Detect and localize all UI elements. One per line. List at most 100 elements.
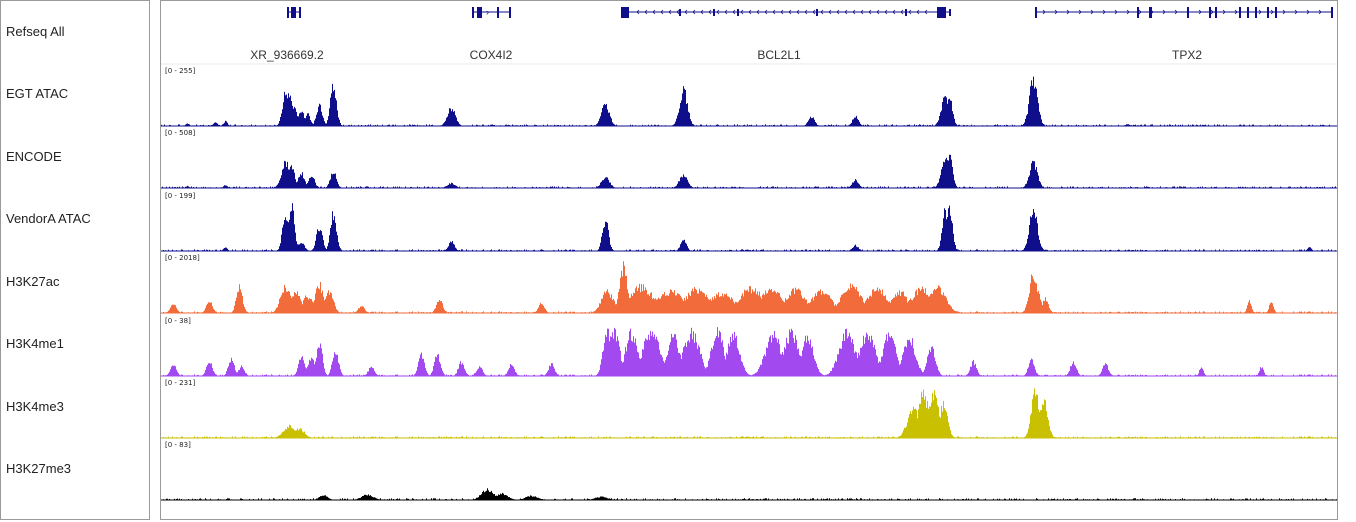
signal-track-encode[interactable]: [0 - 508]: [161, 129, 1337, 189]
track-name-h3k4me3[interactable]: H3K4me3: [6, 399, 64, 414]
strand-arrow: [1234, 9, 1238, 15]
signal-egt-atac: [161, 76, 1337, 126]
strand-arrow: [644, 9, 648, 15]
strand-arrow: [924, 9, 928, 15]
strand-arrow: [1162, 9, 1166, 15]
strand-arrow: [836, 9, 840, 15]
strand-arrow: [860, 9, 864, 15]
strand-arrow: [748, 9, 752, 15]
strand-arrow: [732, 9, 736, 15]
gene-label-cox4i2: COX4I2: [470, 48, 513, 62]
svg-text:›: ›: [486, 7, 489, 17]
track-name-vendora-atac[interactable]: VendorA ATAC: [6, 211, 91, 226]
track-name-panel: Refseq All EGT ATAC ENCODE VendorA ATAC …: [0, 0, 150, 520]
track-name-h3k27me3[interactable]: H3K27me3: [6, 461, 72, 476]
gene-model-cox4i2[interactable]: ›: [472, 7, 511, 18]
strand-arrow: [740, 9, 744, 15]
strand-arrow: [1246, 9, 1250, 15]
signal-vendora-atac: [161, 203, 1337, 251]
strand-arrow: [708, 9, 712, 15]
strand-arrow: [636, 9, 640, 15]
strand-arrow: [676, 9, 680, 15]
signal-encode: [161, 154, 1337, 188]
range-label-vendora: [0 - 199]: [165, 192, 196, 200]
track-data-panel[interactable]: ›: [160, 0, 1338, 520]
strand-arrow: [724, 9, 728, 15]
strand-arrow: [892, 9, 896, 15]
strand-arrow: [1102, 9, 1106, 15]
strand-arrow: [1222, 9, 1226, 15]
strand-arrow: [1174, 9, 1178, 15]
strand-arrow: [652, 9, 656, 15]
signal-h3k27ac: [161, 261, 1337, 313]
strand-arrow: [1282, 9, 1286, 15]
strand-arrow: [828, 9, 832, 15]
strand-arrow: [1210, 9, 1214, 15]
signal-track-vendora-atac[interactable]: [0 - 199]: [161, 192, 1337, 252]
refseq-gene-track[interactable]: ›: [250, 7, 1333, 62]
track-name-h3k4me1[interactable]: H3K4me1: [6, 336, 64, 351]
strand-arrow: [876, 9, 880, 15]
strand-arrow: [764, 9, 768, 15]
track-name-h3k27ac[interactable]: H3K27ac: [6, 274, 60, 289]
strand-arrow: [780, 9, 784, 15]
range-label-egt: [0 - 255]: [165, 67, 196, 75]
signal-h3k27me3: [161, 488, 1337, 500]
strand-arrow: [916, 9, 920, 15]
strand-arrow: [772, 9, 776, 15]
gene-label-bcl2l1: BCL2L1: [757, 48, 801, 62]
strand-arrow: [1150, 9, 1154, 15]
strand-arrow: [668, 9, 672, 15]
strand-arrow: [1054, 9, 1058, 15]
strand-arrow: [1258, 9, 1262, 15]
strand-arrow: [820, 9, 824, 15]
strand-arrow: [1270, 9, 1274, 15]
strand-arrow: [900, 9, 904, 15]
strand-arrow: [812, 9, 816, 15]
signal-track-h3k4me1[interactable]: [0 - 38]: [161, 317, 1337, 377]
track-name-refseq[interactable]: Refseq All: [6, 24, 65, 39]
range-label-h3k4me3: [0 - 231]: [165, 379, 196, 387]
track-name-encode[interactable]: ENCODE: [6, 149, 62, 164]
range-label-h3k27me3: [0 - 83]: [165, 441, 191, 449]
strand-arrow: [1318, 9, 1322, 15]
range-label-h3k4me1: [0 - 38]: [165, 317, 191, 325]
strand-arrow: [716, 9, 720, 15]
strand-arrow: [1090, 9, 1094, 15]
strand-arrow: [1126, 9, 1130, 15]
gene-label-tpx2: TPX2: [1172, 48, 1202, 62]
strand-arrow: [1198, 9, 1202, 15]
gene-label-xr-936669: XR_936669.2: [250, 48, 324, 62]
strand-arrow: [1138, 9, 1142, 15]
gene-model-tpx2[interactable]: [1035, 7, 1333, 18]
strand-arrow: [756, 9, 760, 15]
strand-arrow: [1078, 9, 1082, 15]
signal-h3k4me3: [161, 388, 1337, 438]
strand-arrow: [1066, 9, 1070, 15]
strand-arrow: [796, 9, 800, 15]
gene-model-xr-936669[interactable]: [287, 7, 301, 18]
strand-arrow: [884, 9, 888, 15]
strand-arrow: [868, 9, 872, 15]
track-name-egt-atac[interactable]: EGT ATAC: [6, 86, 69, 101]
signal-track-egt-atac[interactable]: [0 - 255]: [161, 63, 1337, 127]
signal-h3k4me1: [161, 327, 1337, 376]
signal-track-h3k4me3[interactable]: [0 - 231]: [161, 379, 1337, 439]
signal-track-h3k27ac[interactable]: [0 - 2018]: [161, 254, 1337, 314]
range-label-encode: [0 - 508]: [165, 129, 196, 137]
strand-arrow: [660, 9, 664, 15]
strand-arrow: [908, 9, 912, 15]
gene-model-bcl2l1[interactable]: [621, 7, 951, 18]
strand-arrow: [1186, 9, 1190, 15]
strand-arrow: [1306, 9, 1310, 15]
strand-arrow: [684, 9, 688, 15]
strand-arrow: [844, 9, 848, 15]
strand-arrow: [852, 9, 856, 15]
range-label-h3k27ac: [0 - 2018]: [165, 254, 200, 262]
strand-arrow: [1042, 9, 1046, 15]
signal-track-h3k27me3[interactable]: [0 - 83]: [161, 441, 1337, 501]
strand-arrow: [788, 9, 792, 15]
strand-arrow: [804, 9, 808, 15]
strand-arrow: [1294, 9, 1298, 15]
